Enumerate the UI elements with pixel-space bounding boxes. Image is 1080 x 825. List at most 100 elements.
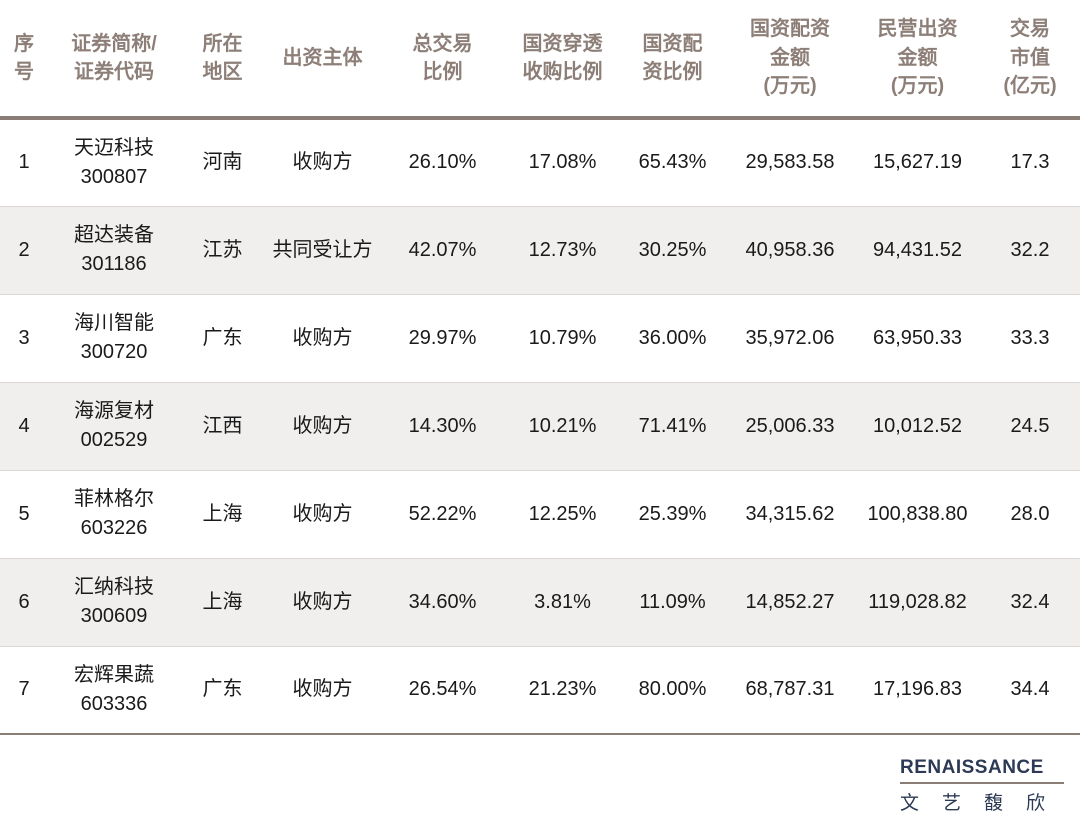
cell-penetration-ratio: 17.08% bbox=[528, 151, 597, 174]
table-row: 7 宏辉果蔬 603336 广东 收购方 26.54% 21.23% 80.00… bbox=[0, 646, 1080, 734]
security-code: 300609 bbox=[80, 605, 148, 627]
col-header-total-ratio: 总交易 比例 bbox=[412, 32, 473, 83]
cell-market-value: 32.2 bbox=[1010, 238, 1050, 261]
cell-private-amount: 100,838.80 bbox=[867, 502, 968, 525]
security-code: 603336 bbox=[80, 692, 148, 715]
cell-no: 4 bbox=[18, 414, 30, 437]
cell-total-ratio: 42.07% bbox=[408, 238, 477, 261]
cell-no: 5 bbox=[18, 502, 30, 525]
logo-brand-cn: 文 艺 馥 欣 bbox=[900, 792, 1048, 814]
logo-r-mark: R bbox=[898, 757, 915, 778]
cell-total-ratio: 34.60% bbox=[408, 590, 477, 613]
security-name: 海源复材 bbox=[74, 400, 154, 422]
col-header-allocation-ratio: 国资配 资比例 bbox=[642, 32, 703, 83]
cell-name-code: 宏辉果蔬 603336 bbox=[48, 646, 180, 734]
cell-no: 7 bbox=[18, 678, 30, 701]
cell-penetration-ratio: 3.81% bbox=[534, 590, 591, 613]
security-code: 300720 bbox=[80, 341, 148, 363]
security-code: 603226 bbox=[80, 517, 148, 539]
cell-no: 3 bbox=[18, 326, 30, 349]
col-header-entity: 出资主体 bbox=[282, 46, 363, 69]
cell-total-ratio: 14.30% bbox=[408, 414, 477, 437]
cell-market-value: 34.4 bbox=[1010, 678, 1050, 701]
cell-name-code: 汇纳科技 300609 bbox=[48, 558, 180, 646]
cell-allocation-amount: 29,583.58 bbox=[745, 151, 835, 174]
cell-region: 江苏 bbox=[202, 238, 243, 261]
cell-allocation-ratio: 25.39% bbox=[638, 502, 707, 525]
security-code: 300807 bbox=[80, 165, 148, 188]
cell-market-value: 28.0 bbox=[1010, 502, 1050, 525]
cell-region: 广东 bbox=[202, 678, 243, 701]
cell-allocation-ratio: 80.00% bbox=[638, 678, 707, 701]
col-header-penetration-ratio: 国资穿透 收购比例 bbox=[522, 32, 603, 83]
cell-market-value: 32.4 bbox=[1010, 590, 1050, 613]
logo-divider bbox=[900, 781, 1064, 784]
security-name: 天迈科技 bbox=[74, 136, 154, 159]
table-row: 5 菲林格尔 603226 上海 收购方 52.22% 12.25% 25.39… bbox=[0, 470, 1080, 558]
cell-private-amount: 10,012.52 bbox=[873, 414, 962, 437]
table-row: 4 海源复材 002529 江西 收购方 14.30% 10.21% 71.41… bbox=[0, 382, 1080, 470]
security-name: 菲林格尔 bbox=[74, 488, 154, 510]
cell-name-code: 海源复材 002529 bbox=[48, 382, 180, 470]
cell-total-ratio: 52.22% bbox=[408, 502, 477, 525]
cell-private-amount: 15,627.19 bbox=[873, 151, 962, 174]
cell-penetration-ratio: 10.21% bbox=[528, 414, 597, 437]
deal-table: 序 号 证券简称/ 证券代码 所在 地区 出资主体 总交易 比例 国资穿透 收购… bbox=[0, 18, 1080, 734]
cell-allocation-ratio: 71.41% bbox=[638, 414, 707, 437]
cell-entity: 收购方 bbox=[292, 151, 353, 174]
footer: RENAISSANCE 文 艺 馥 欣 bbox=[0, 735, 1080, 815]
table-row: 1 天迈科技 300807 河南 收购方 26.10% 17.08% 65.43… bbox=[0, 118, 1080, 206]
cell-entity: 收购方 bbox=[292, 678, 353, 701]
cell-no: 2 bbox=[18, 238, 30, 261]
cell-allocation-amount: 68,787.31 bbox=[745, 678, 835, 701]
cell-penetration-ratio: 12.73% bbox=[528, 238, 597, 261]
cell-private-amount: 94,431.52 bbox=[873, 238, 962, 261]
col-header-private-amount: 民营出资 金额 (万元) bbox=[877, 18, 958, 98]
col-header-allocation-amount: 国资配资 金额 (万元) bbox=[750, 18, 830, 98]
cell-private-amount: 63,950.33 bbox=[873, 326, 962, 349]
cell-region: 上海 bbox=[202, 590, 243, 613]
table-row: 6 汇纳科技 300609 上海 收购方 34.60% 3.81% 11.09%… bbox=[0, 558, 1080, 646]
cell-region: 河南 bbox=[202, 151, 243, 174]
cell-entity: 收购方 bbox=[292, 590, 353, 613]
cell-market-value: 24.5 bbox=[1010, 414, 1050, 437]
cell-allocation-amount: 25,006.33 bbox=[745, 414, 835, 437]
cell-name-code: 海川智能 300720 bbox=[48, 294, 180, 382]
cell-private-amount: 119,028.82 bbox=[868, 590, 967, 613]
cell-penetration-ratio: 10.79% bbox=[528, 326, 597, 349]
logo-brand-en-rest: ENAISSANCE bbox=[914, 757, 1044, 778]
renaissance-logo: RENAISSANCE 文 艺 馥 欣 bbox=[898, 757, 1064, 815]
cell-allocation-amount: 34,315.62 bbox=[745, 502, 835, 525]
cell-region: 江西 bbox=[202, 414, 243, 437]
cell-region: 广东 bbox=[202, 326, 243, 349]
cell-allocation-amount: 40,958.36 bbox=[745, 238, 835, 261]
security-name: 超达装备 bbox=[74, 224, 154, 246]
cell-entity: 收购方 bbox=[292, 326, 353, 349]
cell-total-ratio: 29.97% bbox=[408, 326, 477, 349]
table-row: 3 海川智能 300720 广东 收购方 29.97% 10.79% 36.00… bbox=[0, 294, 1080, 382]
security-code: 002529 bbox=[80, 429, 148, 451]
security-name: 海川智能 bbox=[74, 312, 154, 334]
cell-total-ratio: 26.10% bbox=[408, 151, 477, 174]
cell-entity: 收购方 bbox=[292, 502, 353, 525]
logo-brand-en: RENAISSANCE bbox=[898, 757, 1064, 779]
cell-total-ratio: 26.54% bbox=[408, 678, 477, 701]
cell-penetration-ratio: 21.23% bbox=[528, 678, 597, 701]
security-code: 301186 bbox=[81, 253, 147, 275]
cell-allocation-ratio: 65.43% bbox=[638, 151, 707, 174]
cell-allocation-amount: 35,972.06 bbox=[745, 326, 835, 349]
col-header-no: 序 号 bbox=[14, 32, 34, 83]
cell-name-code: 超达装备 301186 bbox=[48, 206, 180, 294]
cell-allocation-amount: 14,852.27 bbox=[745, 590, 835, 613]
cell-no: 1 bbox=[18, 151, 30, 174]
cell-entity: 收购方 bbox=[292, 414, 353, 437]
cell-market-value: 33.3 bbox=[1010, 326, 1050, 349]
security-name: 汇纳科技 bbox=[74, 576, 154, 598]
cell-allocation-ratio: 30.25% bbox=[638, 238, 707, 261]
col-header-region: 所在 地区 bbox=[202, 32, 243, 83]
cell-entity: 共同受让方 bbox=[272, 238, 373, 261]
cell-no: 6 bbox=[18, 590, 30, 613]
cell-allocation-ratio: 36.00% bbox=[638, 326, 707, 349]
cell-penetration-ratio: 12.25% bbox=[528, 502, 597, 525]
